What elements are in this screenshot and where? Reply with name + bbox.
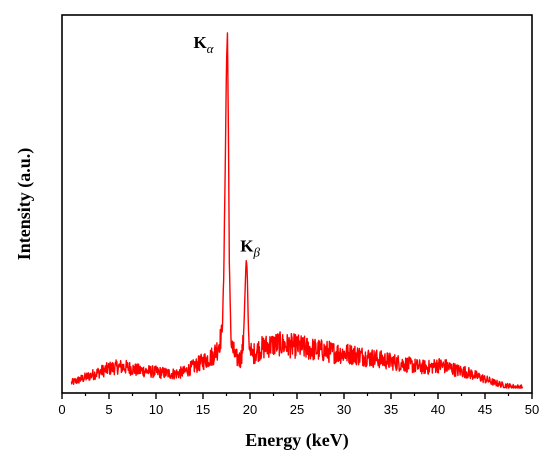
x-tick-label: 10 (149, 402, 163, 417)
x-tick-label: 30 (337, 402, 351, 417)
x-tick-label: 35 (384, 402, 398, 417)
x-axis-tick-labels: 0 5 10 15 20 25 30 35 40 45 50 (58, 402, 539, 417)
x-tick-label: 0 (58, 402, 65, 417)
x-tick-label: 20 (243, 402, 257, 417)
x-tick-label: 50 (525, 402, 539, 417)
x-tick-label: 25 (290, 402, 304, 417)
x-tick-label: 45 (478, 402, 492, 417)
x-axis-ticks (61, 393, 533, 399)
x-tick-label: 5 (105, 402, 112, 417)
plot-area (70, 32, 524, 389)
x-tick-label: 15 (196, 402, 210, 417)
spectrum-line-series (70, 32, 524, 389)
peak-annotations: Kα Kβ (193, 33, 260, 260)
peak-label-kbeta: Kβ (240, 237, 260, 260)
y-axis-label: Intensity (a.u.) (14, 148, 35, 261)
x-tick-label: 40 (431, 402, 445, 417)
x-axis-label: Energy (keV) (245, 430, 348, 451)
peak-label-kalpha: Kα (193, 33, 214, 56)
